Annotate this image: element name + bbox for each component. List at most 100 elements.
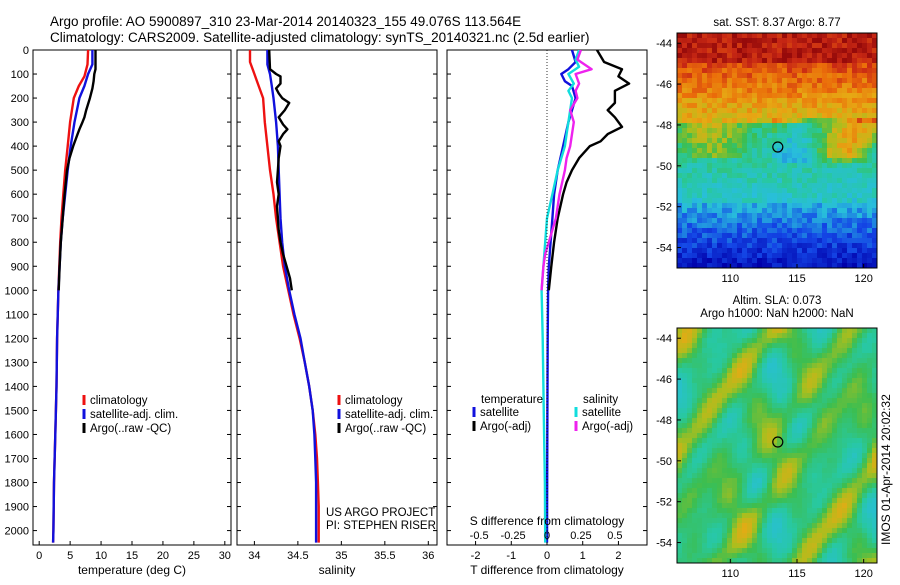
heatmap-cell xyxy=(787,358,793,364)
heatmap-cell xyxy=(722,93,728,99)
heatmap-cell xyxy=(817,153,823,159)
heatmap-cell xyxy=(772,253,778,259)
heatmap-cell xyxy=(772,518,778,524)
heatmap-cell xyxy=(752,113,758,119)
heatmap-cell xyxy=(697,538,703,544)
heatmap-cell xyxy=(872,513,877,519)
heatmap-cell xyxy=(767,198,773,204)
heatmap-cell xyxy=(842,468,848,474)
heatmap-cell xyxy=(827,338,833,344)
heatmap-cell xyxy=(837,148,843,154)
heatmap-cell xyxy=(732,543,738,549)
heatmap-cell xyxy=(757,208,763,214)
heatmap-cell xyxy=(872,378,877,384)
heatmap-cell xyxy=(697,263,703,268)
heatmap-cell xyxy=(782,168,788,174)
heatmap-cell xyxy=(722,218,728,224)
heatmap-cell xyxy=(677,348,683,354)
heatmap-cell xyxy=(742,53,748,59)
heatmap-cell xyxy=(762,83,768,89)
heatmap-cell xyxy=(762,488,768,494)
heatmap-cell xyxy=(772,348,778,354)
heatmap-cell xyxy=(802,538,808,544)
salinity-panel: 34 34.5 35 35.5 36salinityclimatologysatelli… xyxy=(236,49,438,577)
heatmap-cell xyxy=(692,188,698,194)
heatmap-cell xyxy=(752,33,758,39)
heatmap-cell xyxy=(847,258,853,264)
heatmap-cell xyxy=(787,58,793,64)
heatmap-cell xyxy=(697,378,703,384)
heatmap-cell xyxy=(747,453,753,459)
heatmap-cell xyxy=(737,128,743,134)
heatmap-cell xyxy=(777,343,783,349)
heatmap-cell xyxy=(832,93,838,99)
heatmap-cell xyxy=(752,223,758,229)
heatmap-cell xyxy=(857,328,863,334)
heatmap-cell xyxy=(867,503,873,509)
heatmap-cell xyxy=(752,128,758,134)
heatmap-cell xyxy=(707,528,713,534)
heatmap-cell xyxy=(717,368,723,374)
heatmap-cell xyxy=(847,453,853,459)
heatmap-cell xyxy=(777,138,783,144)
heatmap-cell xyxy=(732,508,738,514)
heatmap-cell xyxy=(802,553,808,559)
heatmap-cell xyxy=(862,113,868,119)
heatmap-cell xyxy=(722,383,728,389)
heatmap-cell xyxy=(787,193,793,199)
heatmap-cell xyxy=(737,443,743,449)
heatmap-cell xyxy=(782,148,788,154)
heatmap-cell xyxy=(797,443,803,449)
heatmap-cell xyxy=(777,478,783,484)
heatmap-cell xyxy=(807,203,813,209)
heatmap-cell xyxy=(682,393,688,399)
heatmap-cell xyxy=(747,48,753,54)
heatmap-cell xyxy=(762,518,768,524)
y-tick-label: 1400 xyxy=(5,381,29,393)
heatmap-cell xyxy=(812,423,818,429)
heatmap-cell xyxy=(747,33,753,39)
heatmap-cell xyxy=(852,428,858,434)
heatmap-cell xyxy=(817,438,823,444)
heatmap-cell xyxy=(872,413,877,419)
heatmap-cell xyxy=(787,153,793,159)
heatmap-cell xyxy=(777,183,783,189)
heatmap-cell xyxy=(767,373,773,379)
heatmap-cell xyxy=(702,83,708,89)
heatmap-cell xyxy=(857,463,863,469)
heatmap-cell xyxy=(837,428,843,434)
heatmap-cell xyxy=(822,48,828,54)
heatmap-cell xyxy=(712,403,718,409)
heatmap-cell xyxy=(847,228,853,234)
heatmap-cell xyxy=(742,178,748,184)
heatmap-cell xyxy=(682,188,688,194)
heatmap-cell xyxy=(797,358,803,364)
heatmap-cell xyxy=(817,538,823,544)
plot-frame xyxy=(236,49,438,546)
heatmap-cell xyxy=(727,358,733,364)
heatmap-cell xyxy=(707,423,713,429)
heatmap-cell xyxy=(797,393,803,399)
heatmap-cell xyxy=(867,363,873,369)
heatmap-cell xyxy=(802,363,808,369)
heatmap-cell xyxy=(677,88,683,94)
heatmap-cell xyxy=(677,78,683,84)
heatmap-cell xyxy=(737,198,743,204)
heatmap-cell xyxy=(837,153,843,159)
heatmap-cell xyxy=(702,338,708,344)
heatmap-cell xyxy=(777,493,783,499)
heatmap-cell xyxy=(752,58,758,64)
heatmap-cell xyxy=(722,498,728,504)
heatmap-cell xyxy=(817,133,823,139)
heatmap-cell xyxy=(807,168,813,174)
heatmap-cell xyxy=(847,498,853,504)
heatmap-cell xyxy=(827,523,833,529)
heatmap-cell xyxy=(797,193,803,199)
heatmap-cell xyxy=(772,228,778,234)
heatmap-cell xyxy=(777,378,783,384)
heatmap-cell xyxy=(817,178,823,184)
heatmap-cell xyxy=(767,378,773,384)
heatmap-cell xyxy=(867,453,873,459)
heatmap-cell xyxy=(682,538,688,544)
heatmap-cell xyxy=(812,78,818,84)
